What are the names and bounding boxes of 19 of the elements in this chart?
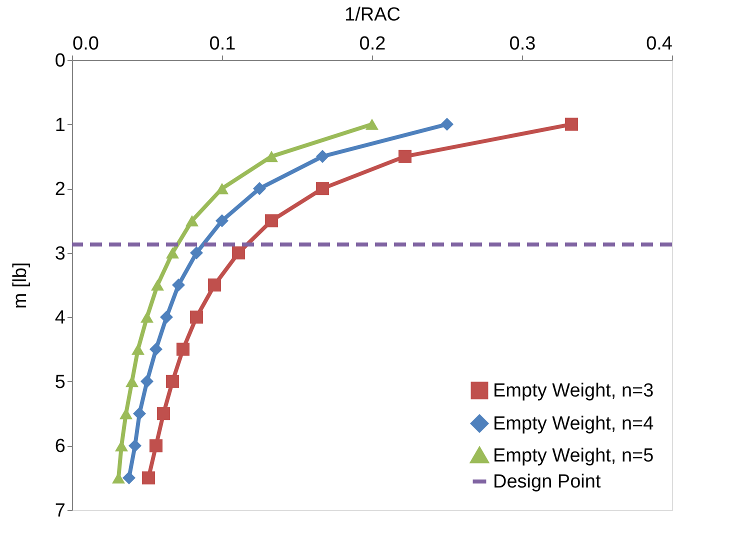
x-tick-label: 0.2 [359, 34, 386, 54]
legend-label: Design Point [493, 472, 602, 492]
x-tick-label: 0.4 [646, 34, 673, 54]
y-tick-label: 1 [54, 114, 66, 136]
y-tick-label: 6 [54, 436, 66, 458]
y-tick-label: 0 [54, 50, 66, 72]
x-tick-label: 0.0 [72, 34, 99, 54]
legend-label: Empty Weight, n=4 [493, 414, 654, 434]
x-axis-title: 1/RAC [344, 4, 400, 26]
y-tick-label: 4 [54, 308, 66, 329]
y-tick-label: 5 [54, 372, 66, 393]
x-tick-label: 0.1 [209, 34, 236, 54]
x-tick-label: 0.3 [509, 34, 536, 54]
legend-label: Empty Weight, n=3 [493, 380, 654, 402]
y-tick-label: 7 [54, 500, 66, 522]
y-tick-label: 2 [54, 179, 66, 200]
y-tick-label: 3 [54, 243, 66, 264]
y-axis-title: m [lb] [10, 262, 31, 309]
legend-label: Empty Weight, n=5 [493, 446, 654, 466]
